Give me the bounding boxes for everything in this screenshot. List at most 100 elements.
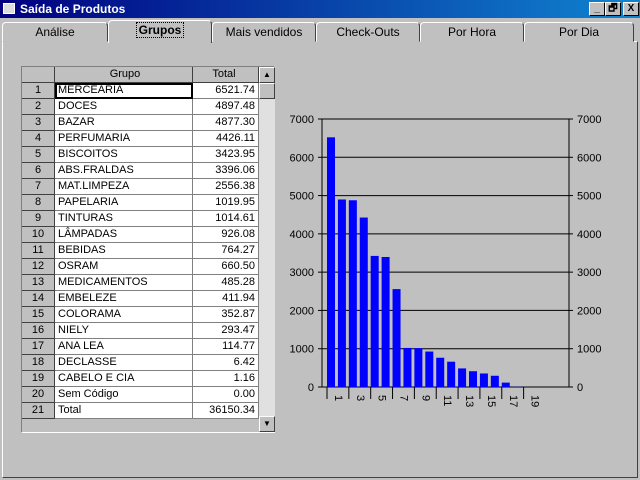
total-cell[interactable]: 3396.06 — [193, 163, 259, 179]
total-cell[interactable]: 764.27 — [193, 243, 259, 259]
table-row[interactable]: 12 OSRAM 660.50 — [22, 259, 259, 275]
group-cell[interactable]: OSRAM — [55, 259, 193, 275]
total-cell[interactable]: 3423.95 — [193, 147, 259, 163]
total-cell[interactable]: 6.42 — [193, 355, 259, 371]
table-row[interactable]: 3 BAZAR 4877.30 — [22, 115, 259, 131]
group-cell[interactable]: DECLASSE — [55, 355, 193, 371]
row-number[interactable]: 14 — [22, 291, 55, 307]
table-row[interactable]: 2 DOCES 4897.48 — [22, 99, 259, 115]
group-cell[interactable]: BEBIDAS — [55, 243, 193, 259]
group-cell[interactable]: MEDICAMENTOS — [55, 275, 193, 291]
row-number[interactable]: 8 — [22, 195, 55, 211]
table-row[interactable]: 9 TINTURAS 1014.61 — [22, 211, 259, 227]
group-cell[interactable]: PAPELARIA — [55, 195, 193, 211]
row-number[interactable]: 19 — [22, 371, 55, 387]
tab-an-lise[interactable]: Análise — [2, 22, 108, 42]
table-row[interactable]: 15 COLORAMA 352.87 — [22, 307, 259, 323]
group-cell[interactable]: LÂMPADAS — [55, 227, 193, 243]
total-cell[interactable]: 352.87 — [193, 307, 259, 323]
group-cell[interactable]: TINTURAS — [55, 211, 193, 227]
tab-mais-vendidos[interactable]: Mais vendidos — [212, 22, 316, 42]
group-cell[interactable]: CABELO E CIA — [55, 371, 193, 387]
table-row[interactable]: 21 Total 36150.34 — [22, 403, 259, 419]
table-row[interactable]: 1 MERCEARIA 6521.74 — [22, 83, 259, 99]
close-button[interactable]: X — [623, 2, 639, 16]
row-number[interactable]: 16 — [22, 323, 55, 339]
total-cell[interactable]: 36150.34 — [193, 403, 259, 419]
group-cell[interactable]: BISCOITOS — [55, 147, 193, 163]
total-cell[interactable]: 114.77 — [193, 339, 259, 355]
row-number[interactable]: 20 — [22, 387, 55, 403]
total-cell[interactable]: 1014.61 — [193, 211, 259, 227]
scroll-thumb[interactable] — [259, 83, 275, 99]
total-cell[interactable]: 0.00 — [193, 387, 259, 403]
vertical-scrollbar[interactable]: ▲ ▼ — [259, 67, 275, 432]
table-row[interactable]: 18 DECLASSE 6.42 — [22, 355, 259, 371]
total-cell[interactable]: 411.94 — [193, 291, 259, 307]
row-number[interactable]: 2 — [22, 99, 55, 115]
row-number[interactable]: 13 — [22, 275, 55, 291]
total-cell[interactable]: 660.50 — [193, 259, 259, 275]
row-number[interactable]: 17 — [22, 339, 55, 355]
row-number[interactable]: 9 — [22, 211, 55, 227]
group-cell[interactable]: MAT.LIMPEZA — [55, 179, 193, 195]
table-row[interactable]: 20 Sem Código 0.00 — [22, 387, 259, 403]
row-number[interactable]: 4 — [22, 131, 55, 147]
table-row[interactable]: 7 MAT.LIMPEZA 2556.38 — [22, 179, 259, 195]
group-cell[interactable]: EMBELEZE — [55, 291, 193, 307]
table-row[interactable]: 19 CABELO E CIA 1.16 — [22, 371, 259, 387]
table-row[interactable]: 4 PERFUMARIA 4426.11 — [22, 131, 259, 147]
table-row[interactable]: 10 LÂMPADAS 926.08 — [22, 227, 259, 243]
row-number[interactable]: 11 — [22, 243, 55, 259]
table-row[interactable]: 8 PAPELARIA 1019.95 — [22, 195, 259, 211]
table-row[interactable]: 16 NIELY 293.47 — [22, 323, 259, 339]
group-cell[interactable]: PERFUMARIA — [55, 131, 193, 147]
table-row[interactable]: 17 ANA LEA 114.77 — [22, 339, 259, 355]
row-number[interactable]: 10 — [22, 227, 55, 243]
group-cell[interactable]: ABS.FRALDAS — [55, 163, 193, 179]
total-cell[interactable]: 4426.11 — [193, 131, 259, 147]
row-number[interactable]: 15 — [22, 307, 55, 323]
row-number[interactable]: 21 — [22, 403, 55, 419]
row-number[interactable]: 1 — [22, 83, 55, 99]
row-number — [22, 67, 55, 83]
group-cell[interactable]: MERCEARIA — [55, 83, 193, 99]
group-cell[interactable]: Sem Código — [55, 387, 193, 403]
group-cell[interactable]: BAZAR — [55, 115, 193, 131]
tab-grupos[interactable]: Grupos — [108, 20, 212, 43]
total-cell[interactable]: 926.08 — [193, 227, 259, 243]
tab-check-outs[interactable]: Check-Outs — [316, 22, 420, 42]
total-cell[interactable]: 4897.48 — [193, 99, 259, 115]
tab-por-dia[interactable]: Por Dia — [524, 22, 634, 42]
tab-label: Grupos — [135, 22, 185, 38]
total-cell[interactable]: 4877.30 — [193, 115, 259, 131]
row-number[interactable]: 5 — [22, 147, 55, 163]
table-row[interactable]: 5 BISCOITOS 3423.95 — [22, 147, 259, 163]
total-cell[interactable]: 485.28 — [193, 275, 259, 291]
group-cell[interactable]: NIELY — [55, 323, 193, 339]
row-number[interactable]: 7 — [22, 179, 55, 195]
total-cell: Total — [193, 67, 259, 83]
row-number[interactable]: 3 — [22, 115, 55, 131]
restore-button[interactable]: 🗗 — [605, 2, 621, 16]
total-cell[interactable]: 6521.74 — [193, 83, 259, 99]
row-number[interactable]: 18 — [22, 355, 55, 371]
table-row[interactable]: 14 EMBELEZE 411.94 — [22, 291, 259, 307]
group-cell[interactable]: COLORAMA — [55, 307, 193, 323]
scroll-up-button[interactable]: ▲ — [259, 67, 275, 83]
total-cell[interactable]: 293.47 — [193, 323, 259, 339]
tab-por-hora[interactable]: Por Hora — [420, 22, 524, 42]
total-cell[interactable]: 1019.95 — [193, 195, 259, 211]
total-cell[interactable]: 1.16 — [193, 371, 259, 387]
group-cell[interactable]: ANA LEA — [55, 339, 193, 355]
row-number[interactable]: 12 — [22, 259, 55, 275]
scroll-down-button[interactable]: ▼ — [259, 416, 275, 432]
row-number[interactable]: 6 — [22, 163, 55, 179]
minimize-button[interactable]: _ — [589, 2, 605, 16]
table-row[interactable]: 11 BEBIDAS 764.27 — [22, 243, 259, 259]
total-cell[interactable]: 2556.38 — [193, 179, 259, 195]
table-row[interactable]: 13 MEDICAMENTOS 485.28 — [22, 275, 259, 291]
table-row[interactable]: 6 ABS.FRALDAS 3396.06 — [22, 163, 259, 179]
group-cell[interactable]: Total — [55, 403, 193, 419]
group-cell[interactable]: DOCES — [55, 99, 193, 115]
